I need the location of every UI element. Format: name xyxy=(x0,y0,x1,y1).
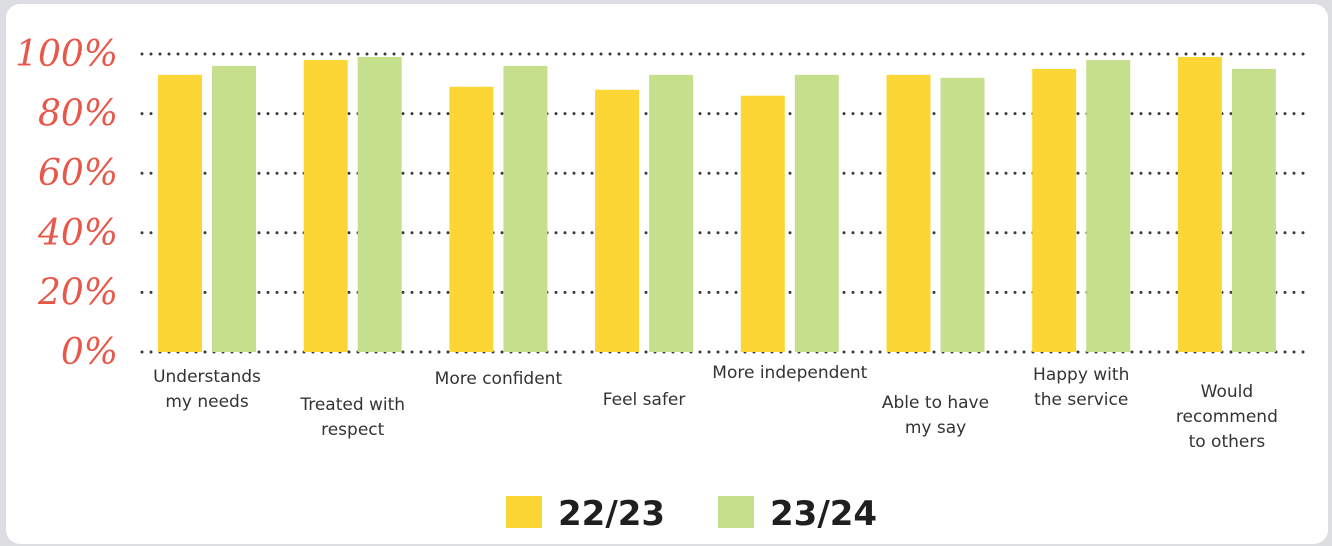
legend-swatch xyxy=(718,496,754,528)
bar-23-24 xyxy=(649,74,694,353)
category-label: Would xyxy=(1201,382,1254,402)
bar-22-23 xyxy=(1032,68,1077,353)
category-label: Happy with xyxy=(1033,365,1129,385)
bar-22-23 xyxy=(740,95,785,352)
bar-22-23 xyxy=(158,74,202,353)
category-label: Able to have xyxy=(882,393,989,413)
category-label: Treated with xyxy=(299,395,405,415)
legend-label: 22/23 xyxy=(558,494,665,534)
legend-swatch xyxy=(506,496,542,528)
y-tick-label: 60% xyxy=(38,153,118,194)
category-label: my say xyxy=(905,418,966,438)
category-label: respect xyxy=(321,420,385,440)
category-label: to others xyxy=(1189,432,1266,452)
legend-label: 23/24 xyxy=(770,494,877,534)
category-label: recommend xyxy=(1176,407,1278,427)
bar-23-24 xyxy=(212,65,256,353)
y-tick-label: 0% xyxy=(61,332,118,373)
category-label: Feel safer xyxy=(603,390,686,410)
bar-23-24 xyxy=(794,74,839,353)
category-label: the service xyxy=(1034,390,1128,410)
bar-22-23 xyxy=(886,74,931,353)
y-tick-label: 40% xyxy=(37,213,118,254)
bar-22-23 xyxy=(449,86,494,352)
y-tick-label: 80% xyxy=(38,94,118,135)
category-label: More independent xyxy=(712,363,867,383)
bar-23-24 xyxy=(940,77,985,352)
bar-22-23 xyxy=(595,89,640,352)
category-label: Understands xyxy=(153,367,261,387)
category-label: my needs xyxy=(165,392,249,412)
bar-23-24 xyxy=(1231,68,1276,353)
y-tick-label: 20% xyxy=(37,272,118,313)
bar-22-23 xyxy=(303,59,348,353)
bar-23-24 xyxy=(1086,59,1131,353)
bar-23-24 xyxy=(357,56,402,352)
category-label: More confident xyxy=(435,369,563,389)
bar-22-23 xyxy=(1177,56,1222,352)
bar-23-24 xyxy=(503,65,548,353)
y-tick-label: 100% xyxy=(15,34,118,75)
